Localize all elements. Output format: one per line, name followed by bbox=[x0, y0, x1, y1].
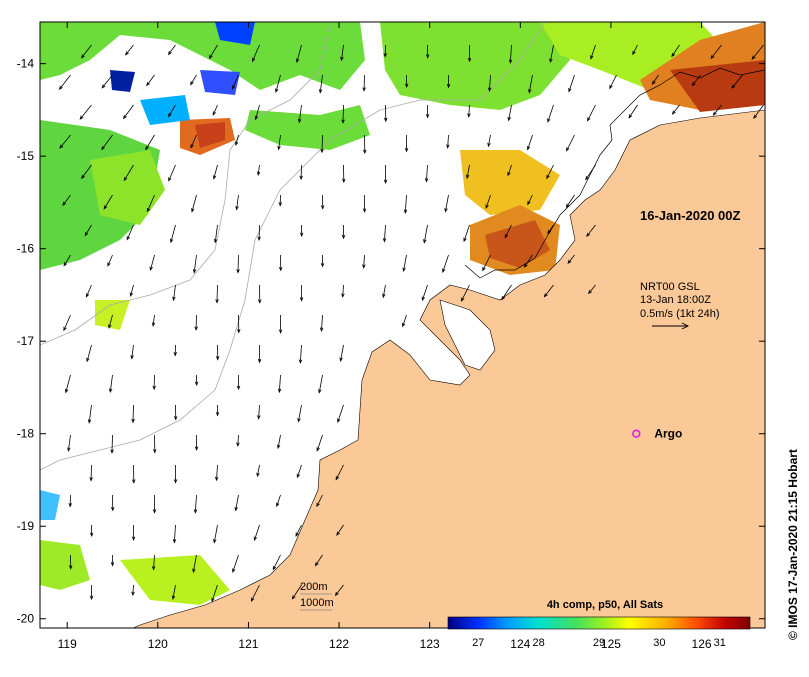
lat-tick-label: -18 bbox=[17, 427, 35, 441]
current-arrow bbox=[217, 285, 218, 303]
colorbar-tick-label: 29 bbox=[593, 637, 605, 649]
current-arrow bbox=[673, 105, 680, 114]
current-arrow bbox=[254, 525, 259, 540]
lon-tick-label: 126 bbox=[692, 637, 712, 651]
current-arrow bbox=[588, 105, 596, 121]
lon-tick-label: 123 bbox=[420, 637, 440, 651]
current-arrow bbox=[317, 435, 322, 451]
current-arrow bbox=[338, 405, 344, 422]
current-arrow bbox=[464, 225, 469, 241]
current-arrow bbox=[102, 75, 112, 88]
credit-text: © IMOS 17-Jan-2020 21:15 Hobart bbox=[786, 449, 800, 640]
lat-tick-label: -15 bbox=[17, 149, 35, 163]
current-arrow bbox=[322, 135, 323, 152]
current-arrow bbox=[108, 255, 113, 266]
lat-tick-label: -19 bbox=[17, 519, 35, 533]
map-plot-area bbox=[40, 22, 765, 634]
lon-tick-label: 121 bbox=[238, 637, 258, 651]
lon-tick-label: 120 bbox=[148, 637, 168, 651]
current-arrow bbox=[147, 75, 155, 85]
lat-tick-label: -20 bbox=[17, 612, 35, 626]
bathy-legend-200m: 200m bbox=[300, 581, 328, 593]
colorbar-tick-label: 28 bbox=[532, 637, 544, 649]
colorbar-gradient bbox=[448, 617, 750, 629]
date-label: 16-Jan-2020 00Z bbox=[640, 208, 741, 223]
argo-label: Argo bbox=[654, 427, 682, 441]
current-arrow bbox=[80, 105, 91, 119]
lat-tick-label: -17 bbox=[17, 334, 35, 348]
current-arrow bbox=[213, 105, 217, 115]
colorbar-tick-label: 31 bbox=[714, 637, 726, 649]
current-arrow bbox=[238, 255, 239, 273]
current-arrow bbox=[169, 165, 176, 181]
land-mass bbox=[120, 110, 765, 634]
current-legend-line1: NRT00 GSL bbox=[640, 281, 700, 293]
current-arrow bbox=[567, 135, 575, 151]
current-legend-line3: 0.5m/s (1kt 24h) bbox=[640, 308, 719, 320]
current-arrow bbox=[610, 75, 617, 88]
current-arrow bbox=[112, 435, 113, 453]
colorbar-tick-label: 30 bbox=[653, 637, 665, 649]
current-arrow bbox=[343, 105, 344, 123]
current-arrow bbox=[64, 315, 71, 330]
lat-tick-label: -16 bbox=[17, 242, 35, 256]
colorbar-title: 4h comp, p50, All Sats bbox=[547, 599, 663, 611]
lon-tick-label: 124 bbox=[510, 637, 530, 651]
current-arrow bbox=[586, 165, 596, 180]
current-legend-line2: 13-Jan 18:00Z bbox=[640, 294, 711, 306]
current-arrow bbox=[443, 255, 449, 272]
current-arrow bbox=[86, 285, 91, 297]
colorbar-tick-label: 27 bbox=[472, 637, 484, 649]
current-arrow bbox=[191, 75, 197, 85]
lat-tick-label: -14 bbox=[17, 57, 35, 71]
current-arrow bbox=[126, 45, 134, 55]
current-arrow bbox=[629, 105, 637, 118]
current-arrow bbox=[569, 75, 575, 92]
current-arrow bbox=[124, 105, 134, 118]
current-arrow bbox=[422, 285, 427, 300]
current-arrow bbox=[59, 75, 70, 89]
current-arrow bbox=[169, 45, 176, 54]
current-arrow bbox=[233, 555, 239, 572]
lon-tick-label: 122 bbox=[329, 637, 349, 651]
current-arrow bbox=[566, 195, 574, 207]
current-arrow bbox=[548, 105, 554, 122]
bathy-legend-1000m: 1000m bbox=[300, 597, 334, 609]
current-arrow bbox=[133, 405, 134, 422]
lon-tick-label: 119 bbox=[58, 637, 77, 651]
